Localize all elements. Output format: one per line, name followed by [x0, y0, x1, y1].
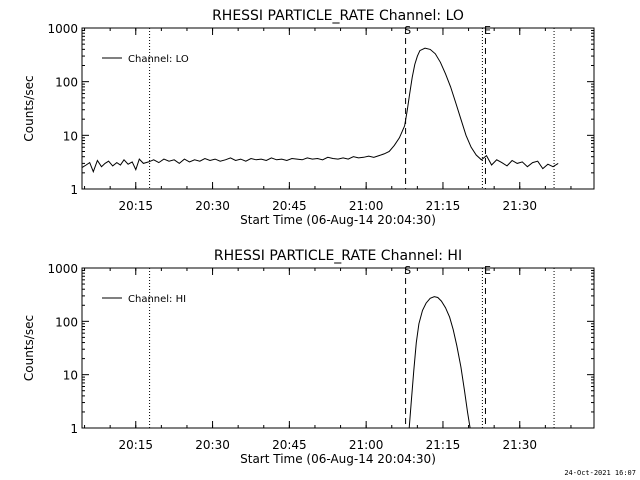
x-tick-label: 20:15	[118, 438, 153, 452]
y-tick-label: 1	[70, 422, 78, 436]
x-axis-label: Start Time (06-Aug-14 20:04:30)	[240, 213, 436, 227]
legend-entry: Channel: HI	[128, 294, 186, 305]
y-tick-label: 10	[63, 369, 78, 383]
y-tick-label: 1	[70, 183, 78, 197]
x-tick-label: 20:15	[118, 199, 153, 213]
legend-entry: Channel: LO	[128, 54, 189, 65]
marker-label: S	[404, 264, 411, 277]
chart-panel-2: RHESSI PARTICLE_RATE Channel: HI Start Ti…	[22, 248, 595, 466]
series-line	[81, 47, 559, 174]
x-tick-label: 21:15	[426, 438, 461, 452]
marker-label: E	[484, 264, 491, 277]
x-tick-label: 20:45	[272, 199, 307, 213]
chart-title: RHESSI PARTICLE_RATE Channel: LO	[212, 8, 464, 24]
x-tick-label: 20:30	[195, 438, 230, 452]
marker-label: S	[404, 24, 411, 37]
marker-label: E	[484, 24, 491, 37]
y-tick-label: 100	[55, 315, 78, 329]
plot-frame	[81, 27, 595, 190]
x-tick-label: 21:30	[502, 438, 537, 452]
chart-panel-1: RHESSI PARTICLE_RATE Channel: LO Start Ti…	[22, 8, 595, 227]
x-tick-label: 21:15	[426, 199, 461, 213]
x-tick-label: 20:30	[195, 199, 230, 213]
series-line	[408, 296, 471, 429]
x-tick-label: 21:00	[349, 199, 384, 213]
chart-title: RHESSI PARTICLE_RATE Channel: HI	[214, 248, 462, 264]
y-axis-label: Counts/sec	[22, 75, 36, 141]
y-tick-label: 1000	[47, 22, 78, 36]
y-tick-label: 1000	[47, 262, 78, 276]
x-tick-label: 21:30	[502, 199, 537, 213]
x-tick-label: 21:00	[349, 438, 384, 452]
y-axis-label: Counts/sec	[22, 315, 36, 381]
x-tick-label: 20:45	[272, 438, 307, 452]
y-tick-label: 100	[55, 76, 78, 90]
plot-frame	[81, 267, 595, 429]
x-axis-label: Start Time (06-Aug-14 20:04:30)	[240, 452, 436, 466]
generation-date: 24-Oct-2021 16:07	[564, 469, 636, 477]
y-tick-label: 10	[63, 129, 78, 143]
